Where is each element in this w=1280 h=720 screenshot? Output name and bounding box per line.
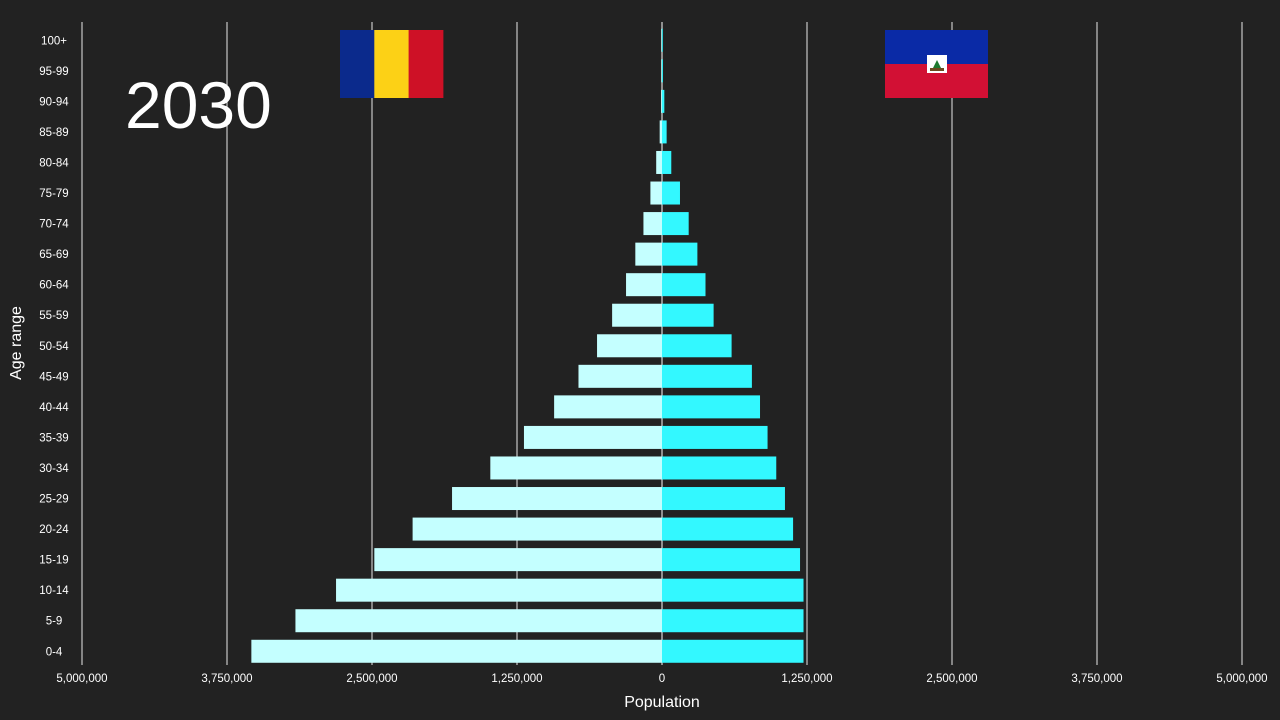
age-range-labels: 0-4 5-9 10-14 15-19 20-24 25-29 30-34 35-39 40-4…: [39, 35, 69, 658]
x-tick-label: 3,750,000: [201, 673, 252, 685]
y-tick-label: 45-49: [39, 371, 68, 383]
bar-right: [662, 487, 785, 511]
haiti-flag: [885, 30, 988, 98]
bar-right: [662, 517, 794, 541]
bar-right: [662, 181, 680, 205]
bar-left: [643, 212, 662, 236]
bar-right: [662, 303, 714, 327]
haiti-coat-of-arms-palm: [932, 60, 942, 70]
bar-left: [656, 150, 662, 174]
bar-right: [662, 120, 667, 144]
bar-left: [452, 487, 662, 511]
y-tick-label: 50-54: [39, 341, 69, 353]
bar-left: [554, 395, 662, 419]
bar-right: [662, 364, 752, 388]
bar-right: [662, 28, 663, 52]
bar-right: [662, 89, 665, 113]
bar-right: [662, 639, 804, 663]
bar-left: [626, 273, 662, 297]
bar-left: [336, 578, 662, 602]
x-tick-label: 5,000,000: [1216, 673, 1267, 685]
bar-left: [374, 548, 662, 572]
romania-flag-stripe: [408, 30, 444, 98]
y-tick-label: 70-74: [39, 219, 69, 231]
y-tick-label: 35-39: [39, 432, 68, 444]
bar-left: [578, 364, 662, 388]
y-tick-label: 95-99: [39, 66, 68, 78]
x-tick-label: 3,750,000: [1071, 673, 1122, 685]
year-label: 2030: [125, 68, 272, 142]
bar-right: [662, 609, 804, 633]
bar-right: [662, 578, 804, 602]
bar-right: [662, 273, 706, 297]
bar-right: [662, 425, 768, 449]
x-tick-label: 5,000,000: [56, 673, 107, 685]
y-tick-label: 40-44: [39, 402, 69, 414]
y-tick-label: 15-19: [39, 555, 68, 567]
bar-left: [251, 639, 663, 663]
bar-left: [523, 425, 662, 449]
bar-left: [635, 242, 662, 266]
bar-left: [490, 456, 662, 480]
y-tick-label: 10-14: [39, 585, 69, 597]
x-tick-label: 2,500,000: [926, 673, 977, 685]
bar-right: [662, 242, 698, 266]
y-tick-label: 80-84: [39, 157, 69, 169]
y-tick-label: 60-64: [39, 280, 69, 292]
y-tick-label: 55-59: [39, 310, 68, 322]
y-tick-label: 0-4: [46, 646, 63, 658]
bar-right: [662, 395, 761, 419]
bar-left: [597, 334, 662, 358]
x-tick-label: 1,250,000: [491, 673, 542, 685]
bars: [251, 28, 804, 663]
bar-left: [661, 28, 662, 52]
x-tick-label: 0: [659, 673, 665, 685]
x-axis-title: Population: [624, 694, 700, 711]
y-axis-title: Age range: [8, 306, 25, 380]
bar-right: [662, 212, 689, 236]
bar-right: [662, 150, 672, 174]
x-tick-label: 2,500,000: [346, 673, 397, 685]
romania-flag: [340, 30, 444, 98]
y-tick-label: 20-24: [39, 524, 69, 536]
bar-right: [662, 334, 732, 358]
y-tick-label: 30-34: [39, 463, 69, 475]
y-tick-label: 100+: [41, 35, 67, 47]
y-tick-label: 5-9: [46, 616, 63, 628]
romania-flag-stripe: [374, 30, 410, 98]
x-tick-label: 1,250,000: [781, 673, 832, 685]
bar-right: [662, 59, 663, 83]
romania-flag-stripe: [340, 30, 375, 98]
y-tick-label: 90-94: [39, 96, 69, 108]
bar-left: [659, 120, 662, 144]
bar-right: [662, 548, 801, 572]
population-tick-labels: 5,000,000 3,750,000 2,500,000 1,250,000 0 1,2…: [56, 673, 1267, 685]
bar-left: [650, 181, 662, 205]
bar-left: [661, 89, 662, 113]
bar-left: [612, 303, 662, 327]
y-tick-label: 85-89: [39, 127, 68, 139]
bar-left: [295, 609, 662, 633]
y-tick-label: 75-79: [39, 188, 68, 200]
y-tick-label: 25-29: [39, 494, 68, 506]
bar-left: [412, 517, 662, 541]
bar-left: [661, 59, 662, 83]
y-tick-label: 65-69: [39, 249, 68, 261]
haiti-coat-of-arms-base: [930, 68, 944, 71]
bar-right: [662, 456, 777, 480]
